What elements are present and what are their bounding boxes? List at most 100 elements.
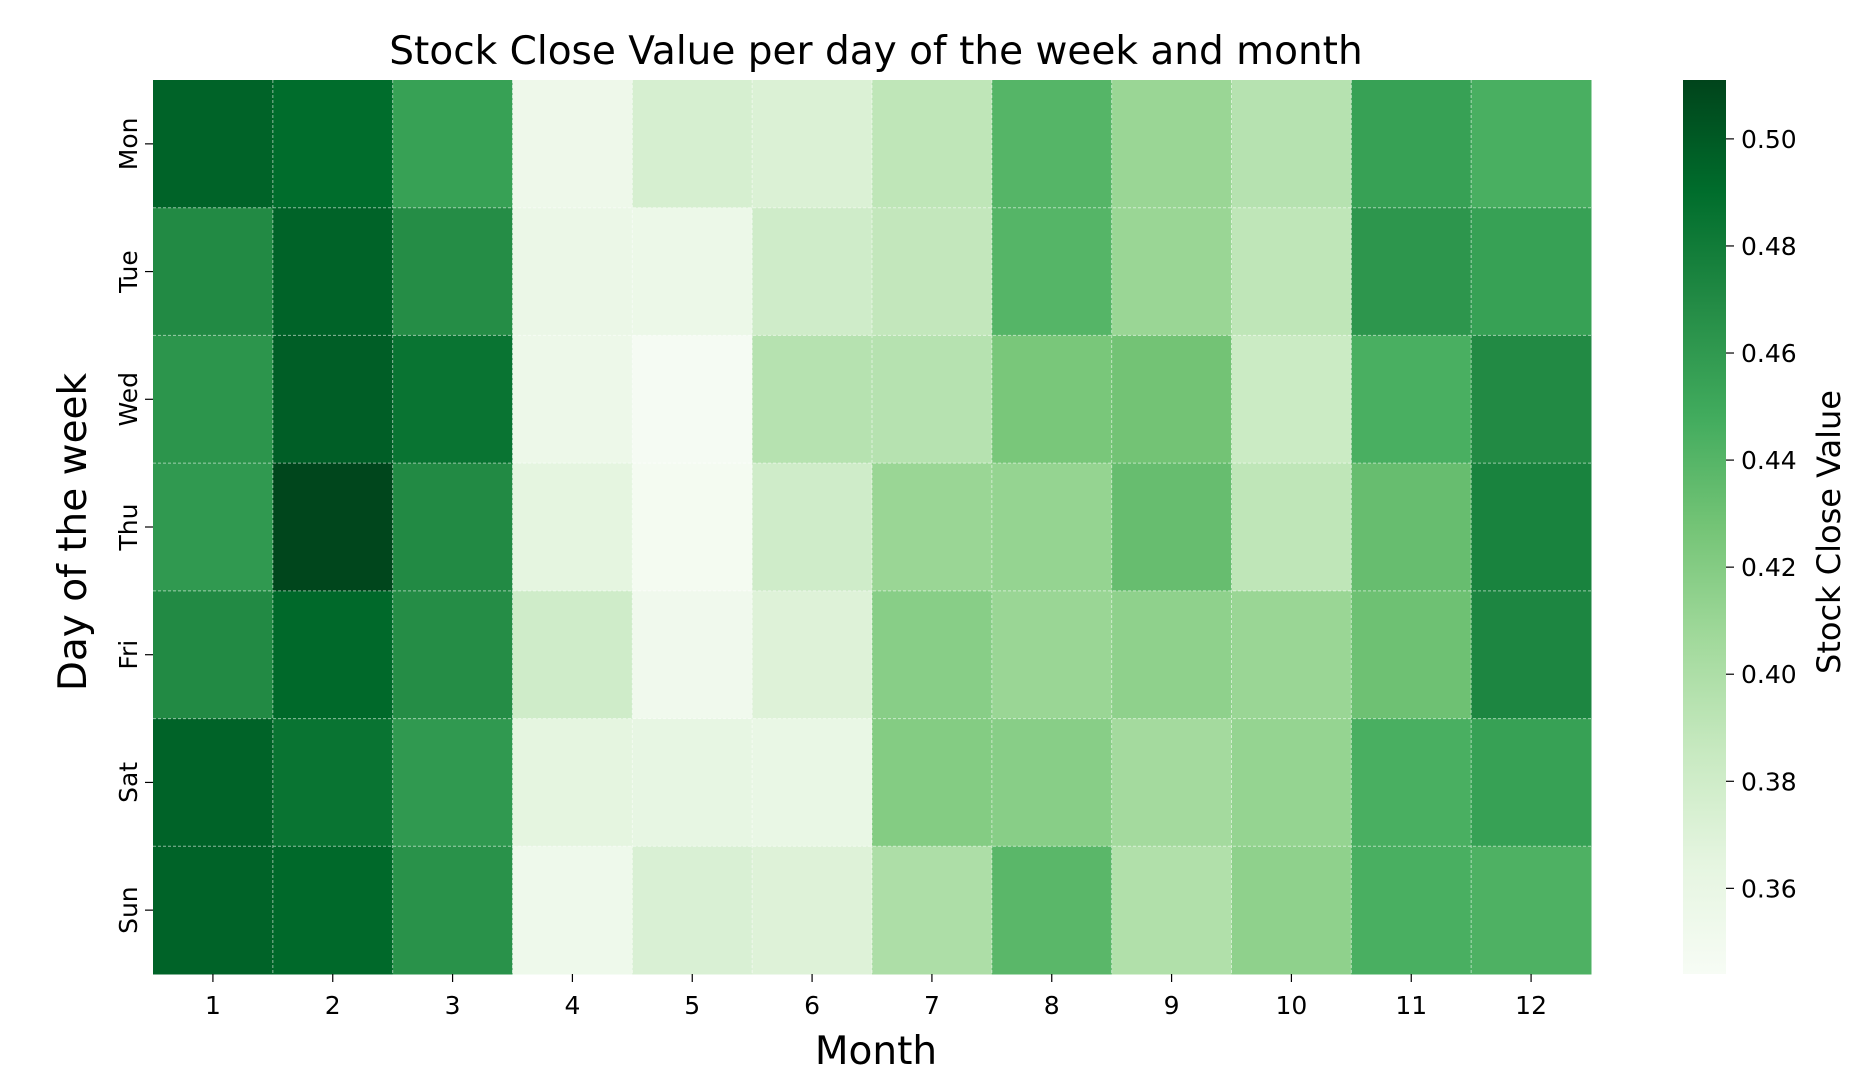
heatmap-cell <box>632 718 753 847</box>
x-tick-label: 9 <box>1164 991 1180 1020</box>
y-tick-label: Fri <box>114 640 143 670</box>
heatmap-cell <box>752 846 873 975</box>
heatmap-cell <box>512 590 633 720</box>
heatmap-cell <box>392 846 513 975</box>
heatmap-cell <box>632 463 753 592</box>
colorbar-tick-label: 0.36 <box>1741 874 1797 903</box>
heatmap-cell <box>512 718 633 847</box>
colorbar-label: Stock Close Value <box>1810 390 1848 674</box>
heatmap-cell <box>632 80 753 209</box>
heatmap-cell <box>1111 80 1232 209</box>
heatmap-cell <box>752 718 873 847</box>
heatmap-cell <box>1471 335 1592 464</box>
heatmap-cell <box>1111 718 1232 847</box>
y-tick-label: Mon <box>114 117 143 170</box>
heatmap-cell <box>632 846 753 975</box>
heatmap-cell <box>392 590 513 720</box>
heatmap-cell <box>1351 335 1472 464</box>
heatmap-cell <box>1351 718 1472 847</box>
heatmap-cell <box>392 80 513 209</box>
heatmap-cell <box>991 335 1113 464</box>
y-tick-label: Sun <box>114 886 143 934</box>
heatmap-cell <box>392 463 513 592</box>
heatmap-cell <box>872 80 993 209</box>
colorbar-ticks: 0.50 0.48 0.46 0.44 0.42 0.40 0.38 0.36 <box>1726 125 1797 903</box>
heatmap-cell <box>872 335 993 464</box>
heatmap-cell <box>1231 718 1352 847</box>
heatmap-cell <box>272 590 394 720</box>
colorbar-tick-label: 0.50 <box>1741 125 1797 154</box>
heatmap-cell <box>512 463 633 592</box>
heatmap-cell <box>1231 590 1352 720</box>
heatmap-cell <box>1231 335 1352 464</box>
heatmap-cell <box>1351 207 1472 336</box>
heatmap-cell <box>512 207 633 336</box>
heatmap-cell <box>1351 463 1472 592</box>
x-tick-label: 11 <box>1395 991 1427 1020</box>
heatmap-cell <box>392 335 513 464</box>
heatmap-cell <box>512 335 633 464</box>
heatmap-cell <box>1471 590 1592 720</box>
heatmap-cell <box>1231 207 1352 336</box>
heatmap-cell <box>1471 463 1592 592</box>
heatmap-cell <box>1471 846 1592 975</box>
x-tick-label: 10 <box>1276 991 1308 1020</box>
colorbar-tick-label: 0.48 <box>1741 232 1797 261</box>
heatmap-cell <box>632 207 753 336</box>
heatmap-cell <box>392 207 513 336</box>
heatmap-cell <box>1111 463 1232 592</box>
x-tick-label: 12 <box>1515 991 1547 1020</box>
heatmap-cell <box>872 590 993 720</box>
heatmap-cell <box>1111 207 1232 336</box>
heatmap-cell <box>1351 846 1472 975</box>
heatmap-cell <box>153 846 274 975</box>
heatmap-cell <box>632 590 753 720</box>
colorbar <box>1683 80 1726 974</box>
x-tick-label: 7 <box>924 991 940 1020</box>
x-tick-label: 8 <box>1044 991 1060 1020</box>
heatmap-cell <box>272 846 394 975</box>
heatmap-cell <box>632 335 753 464</box>
heatmap-cell <box>1351 590 1472 720</box>
heatmap-cell <box>752 463 873 592</box>
y-tick-label: Wed <box>114 372 143 427</box>
heatmap-cell <box>512 846 633 975</box>
heatmap-cell <box>1351 80 1472 209</box>
colorbar-tick-label: 0.40 <box>1741 660 1797 689</box>
colorbar-tick-label: 0.38 <box>1741 767 1797 796</box>
heatmap-cell <box>872 463 993 592</box>
heatmap-cell <box>991 846 1113 975</box>
chart-title: Stock Close Value per day of the week an… <box>389 29 1362 74</box>
heatmap-cell <box>1231 80 1352 209</box>
heatmap-cell <box>991 80 1113 209</box>
heatmap-cell <box>1111 590 1232 720</box>
heatmap-cell <box>991 207 1113 336</box>
x-tick-label: 5 <box>684 991 700 1020</box>
heatmap-cell <box>272 80 394 209</box>
heatmap-cell <box>1231 463 1352 592</box>
heatmap-cell <box>1471 207 1592 336</box>
heatmap-cell <box>272 463 394 592</box>
heatmap-cell <box>872 718 993 847</box>
heatmap-cell <box>1471 80 1592 209</box>
x-axis-ticks: 1 2 3 4 5 6 7 8 9 10 11 12 <box>205 974 1547 1020</box>
heatmap-cell <box>272 718 394 847</box>
heatmap-cell <box>991 718 1113 847</box>
y-axis-label: Day of the week <box>51 372 96 691</box>
heatmap-cell <box>153 590 274 720</box>
heatmap-cell <box>272 207 394 336</box>
y-tick-label: Tue <box>114 250 143 294</box>
colorbar-tick-label: 0.44 <box>1741 446 1797 475</box>
heatmap-cell <box>272 335 394 464</box>
x-tick-label: 6 <box>804 991 820 1020</box>
heatmap-cells <box>153 80 1592 975</box>
heatmap-cell <box>1471 718 1592 847</box>
heatmap-cell <box>752 80 873 209</box>
x-tick-label: 3 <box>445 991 461 1020</box>
heatmap-cell <box>153 80 274 209</box>
x-tick-label: 2 <box>325 991 341 1020</box>
y-tick-label: Sat <box>114 762 143 803</box>
heatmap-cell <box>1111 846 1232 975</box>
heatmap-cell <box>991 590 1113 720</box>
